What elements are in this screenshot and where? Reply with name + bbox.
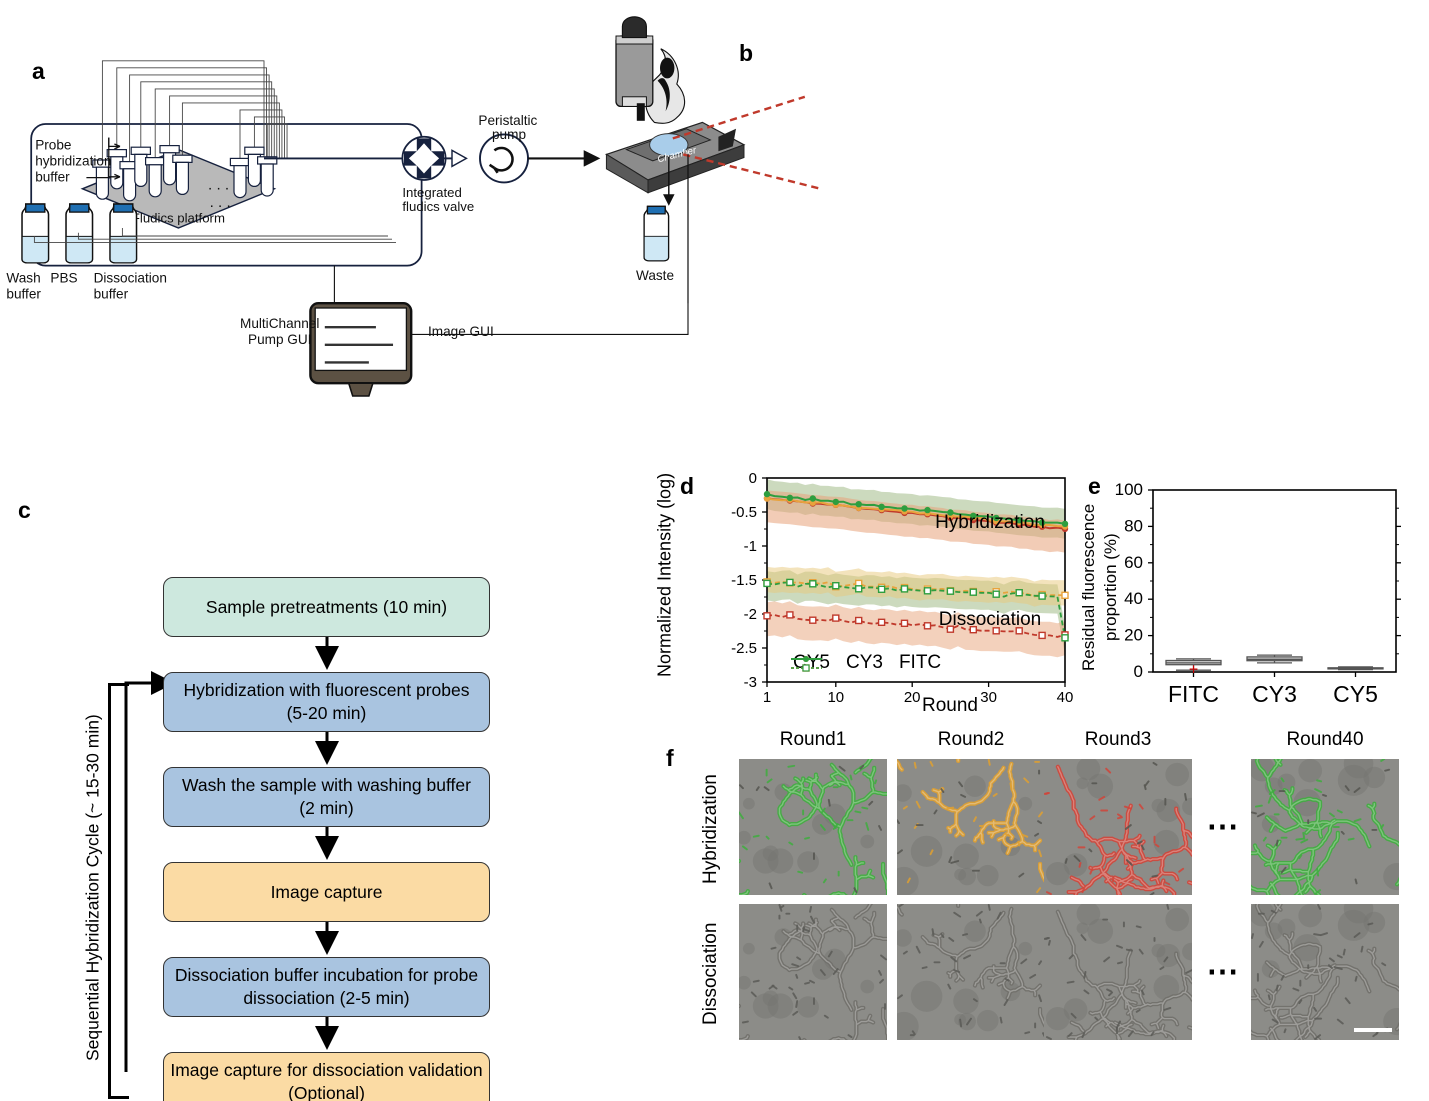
- svg-text:FITC: FITC: [1168, 681, 1219, 707]
- svg-text:0: 0: [1134, 662, 1143, 681]
- svg-text:buffer: buffer: [35, 170, 70, 185]
- svg-text:Pump GUI: Pump GUI: [248, 332, 311, 347]
- svg-text:MultiChannel: MultiChannel: [240, 316, 319, 331]
- svg-text:Wash: Wash: [6, 270, 40, 285]
- svg-text:40: 40: [1124, 589, 1143, 608]
- svg-text:PBS: PBS: [50, 270, 77, 285]
- svg-text:-3: -3: [744, 674, 757, 691]
- svg-text:60: 60: [1124, 553, 1143, 572]
- svg-text:. . .: . . .: [208, 177, 229, 194]
- svg-text:20: 20: [1124, 626, 1143, 645]
- svg-text:CY5: CY5: [1333, 681, 1378, 707]
- svg-text:Peristaltic: Peristaltic: [478, 113, 537, 128]
- svg-text:+: +: [1189, 662, 1198, 679]
- svg-text:Image GUI: Image GUI: [428, 324, 494, 339]
- svg-text:1: 1: [763, 689, 771, 706]
- svg-text:buffer: buffer: [6, 286, 41, 301]
- svg-text:Dissociation: Dissociation: [94, 270, 167, 285]
- svg-text:Probe: Probe: [35, 138, 71, 153]
- svg-text:80: 80: [1124, 516, 1143, 535]
- svg-text:10: 10: [827, 689, 844, 706]
- svg-text:. . .: . . .: [210, 194, 231, 211]
- svg-text:-1.5: -1.5: [731, 572, 757, 589]
- svg-text:-2.5: -2.5: [731, 640, 757, 657]
- svg-text:Fludics platform: Fludics platform: [132, 210, 225, 225]
- svg-text:-1: -1: [744, 538, 757, 555]
- svg-text:Integrated: Integrated: [402, 185, 461, 200]
- svg-text:hybridization: hybridization: [35, 154, 111, 169]
- svg-text:40: 40: [1057, 689, 1074, 706]
- svg-text:pump: pump: [492, 127, 526, 142]
- svg-text:CY3: CY3: [1252, 681, 1297, 707]
- svg-text:Waste: Waste: [636, 268, 674, 283]
- svg-text:fludics valve: fludics valve: [402, 199, 474, 214]
- svg-text:-0.5: -0.5: [731, 504, 757, 521]
- svg-text:Dissociation: Dissociation: [939, 609, 1041, 630]
- svg-text:-2: -2: [744, 606, 757, 623]
- svg-text:Hybridization: Hybridization: [935, 512, 1045, 533]
- svg-text:0: 0: [749, 470, 757, 487]
- svg-text:buffer: buffer: [94, 286, 129, 301]
